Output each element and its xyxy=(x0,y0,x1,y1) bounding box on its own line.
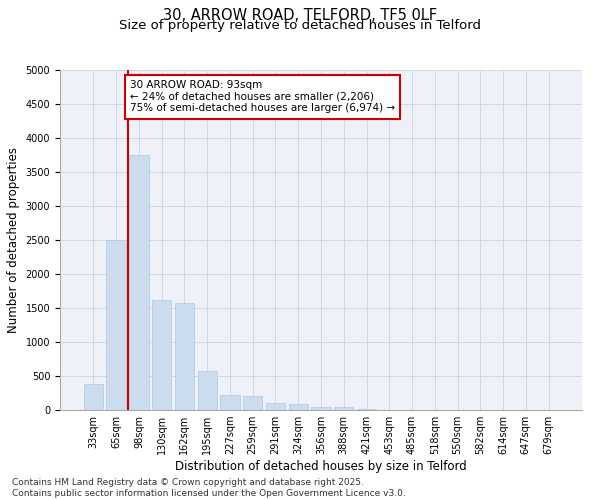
Bar xyxy=(175,302,194,410)
Bar xyxy=(152,300,172,410)
Bar xyxy=(84,384,103,410)
Y-axis label: Number of detached properties: Number of detached properties xyxy=(7,147,20,333)
Bar xyxy=(106,240,126,410)
Bar xyxy=(266,402,285,410)
Bar xyxy=(311,406,331,410)
Bar xyxy=(243,396,262,410)
Bar xyxy=(129,155,149,410)
Text: Contains HM Land Registry data © Crown copyright and database right 2025.
Contai: Contains HM Land Registry data © Crown c… xyxy=(12,478,406,498)
Bar xyxy=(197,370,217,410)
Bar xyxy=(289,404,308,410)
Text: Size of property relative to detached houses in Telford: Size of property relative to detached ho… xyxy=(119,19,481,32)
X-axis label: Distribution of detached houses by size in Telford: Distribution of detached houses by size … xyxy=(175,460,467,473)
Text: 30, ARROW ROAD, TELFORD, TF5 0LF: 30, ARROW ROAD, TELFORD, TF5 0LF xyxy=(163,8,437,22)
Bar xyxy=(220,395,239,410)
Bar xyxy=(334,406,353,410)
Text: 30 ARROW ROAD: 93sqm
← 24% of detached houses are smaller (2,206)
75% of semi-de: 30 ARROW ROAD: 93sqm ← 24% of detached h… xyxy=(130,80,395,114)
